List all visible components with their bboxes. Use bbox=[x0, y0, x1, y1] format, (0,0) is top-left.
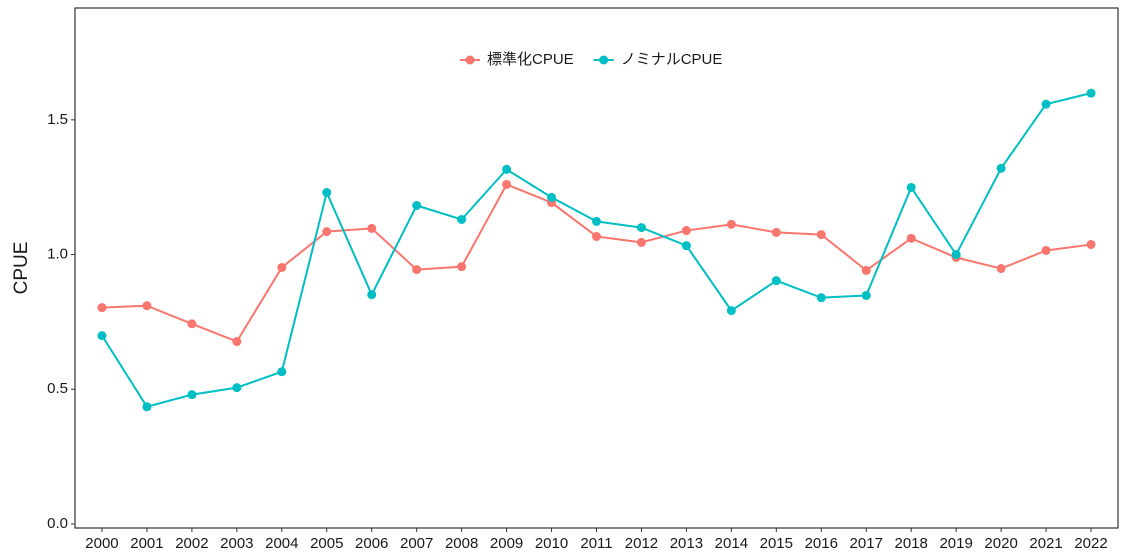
point bbox=[367, 223, 377, 233]
y-tick-label: 0.0 bbox=[47, 515, 68, 532]
plot-border bbox=[74, 7, 1119, 529]
x-tick-label: 2002 bbox=[175, 535, 208, 552]
y-tick-label: 1.0 bbox=[47, 245, 68, 262]
legend-key bbox=[465, 55, 475, 65]
x-tick-label: 2015 bbox=[760, 535, 793, 552]
point bbox=[457, 215, 467, 225]
y-tick-label: 0.5 bbox=[47, 380, 68, 397]
x-tick-label: 2013 bbox=[670, 535, 703, 552]
point bbox=[996, 163, 1006, 173]
point bbox=[592, 216, 601, 226]
point bbox=[681, 241, 691, 251]
point bbox=[322, 188, 332, 198]
point bbox=[232, 337, 242, 347]
point bbox=[996, 264, 1006, 274]
point bbox=[187, 390, 197, 400]
legend-label: 標準化CPUE bbox=[487, 51, 574, 68]
point bbox=[861, 290, 871, 300]
point bbox=[367, 290, 377, 300]
point bbox=[636, 237, 646, 247]
x-tick-label: 2005 bbox=[310, 535, 343, 552]
x-tick-label: 2009 bbox=[490, 535, 523, 552]
x-tick-label: 2004 bbox=[265, 535, 298, 552]
point bbox=[277, 262, 287, 272]
point bbox=[502, 179, 512, 189]
point bbox=[592, 231, 601, 241]
point bbox=[277, 367, 287, 377]
point bbox=[232, 383, 242, 393]
point bbox=[681, 226, 691, 236]
series-line bbox=[101, 183, 1092, 343]
point bbox=[187, 319, 197, 329]
x-tick-label: 2014 bbox=[715, 535, 748, 552]
point bbox=[412, 265, 422, 275]
point bbox=[861, 265, 871, 275]
x-tick-label: 2007 bbox=[400, 535, 433, 552]
point bbox=[726, 219, 736, 229]
x-tick-label: 2017 bbox=[850, 535, 883, 552]
legend-key bbox=[599, 55, 609, 65]
point bbox=[1041, 245, 1051, 255]
x-tick-label: 2018 bbox=[895, 535, 928, 552]
y-tick-label: 1.5 bbox=[47, 111, 68, 128]
point bbox=[816, 293, 826, 303]
point bbox=[906, 182, 916, 192]
point bbox=[142, 402, 152, 412]
series-line bbox=[101, 92, 1092, 408]
x-tick-label: 2011 bbox=[580, 535, 612, 552]
x-tick-label: 2012 bbox=[625, 535, 658, 552]
x-tick-label: 2010 bbox=[535, 535, 568, 552]
point bbox=[1086, 88, 1096, 98]
point bbox=[951, 250, 961, 260]
point bbox=[502, 164, 512, 174]
x-tick-label: 2006 bbox=[355, 535, 388, 552]
point bbox=[322, 227, 332, 237]
x-tick-label: 2016 bbox=[805, 535, 838, 552]
point bbox=[457, 262, 467, 272]
point bbox=[97, 303, 107, 313]
point bbox=[412, 200, 422, 210]
x-tick-label: 2000 bbox=[85, 535, 118, 552]
x-tick-label: 2008 bbox=[445, 535, 478, 552]
x-tick-label: 2019 bbox=[939, 535, 972, 552]
point bbox=[547, 192, 557, 202]
point bbox=[1041, 99, 1051, 109]
x-tick-label: 2020 bbox=[984, 535, 1017, 552]
point bbox=[636, 223, 646, 233]
x-tick-label: 2021 bbox=[1029, 535, 1062, 552]
y-axis-label: CPUE bbox=[11, 242, 32, 295]
point bbox=[726, 306, 736, 316]
point bbox=[816, 230, 826, 240]
point bbox=[771, 227, 781, 237]
point bbox=[142, 301, 152, 311]
point bbox=[97, 331, 107, 341]
x-tick-label: 2001 bbox=[130, 535, 163, 552]
point bbox=[906, 233, 916, 243]
point bbox=[771, 276, 781, 286]
point bbox=[1086, 240, 1096, 250]
x-tick-label: 2003 bbox=[220, 535, 253, 552]
legend-label: ノミナルCPUE bbox=[621, 51, 723, 68]
x-tick-label: 2022 bbox=[1074, 535, 1107, 552]
